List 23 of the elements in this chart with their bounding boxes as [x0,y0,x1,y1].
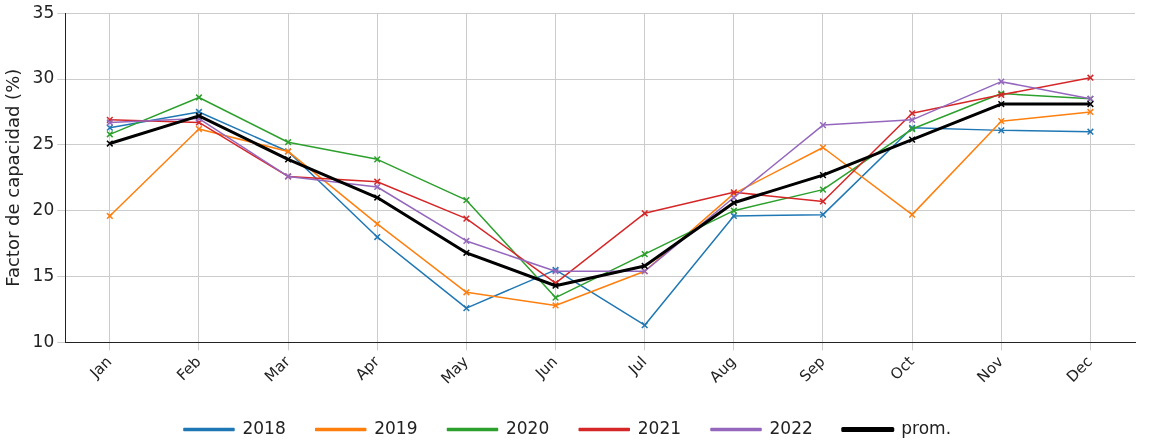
y-tick-label: 35 [32,1,55,22]
y-tick-label: 25 [32,133,55,154]
x-tick-label: Apr [351,351,384,384]
y-tick-label: 20 [32,199,55,220]
y-tick-label: 15 [32,264,55,285]
legend-label: 2020 [505,417,550,438]
x-tick-label: Jun [531,352,562,383]
x-tick-label: Aug [705,352,740,386]
y-tick-label: 30 [32,67,55,88]
legend-label: 2022 [769,417,813,438]
x-tick-label: Jul [624,352,651,379]
legend-label: prom. [901,417,952,438]
y-axis-title: Factor de capacidad (%) [2,68,24,287]
legend-label: 2019 [374,417,418,438]
legend-label: 2021 [637,417,682,438]
y-tick-label: 10 [32,330,55,351]
x-tick-label: Feb [173,352,205,385]
x-tick-label: Jan [85,352,116,383]
x-tick-label: Nov [973,352,1007,386]
x-tick-label: Sep [795,352,829,386]
legend-label: 2018 [242,417,286,438]
x-tick-label: Dec [1062,352,1097,386]
x-tick-label: Oct [886,352,918,384]
